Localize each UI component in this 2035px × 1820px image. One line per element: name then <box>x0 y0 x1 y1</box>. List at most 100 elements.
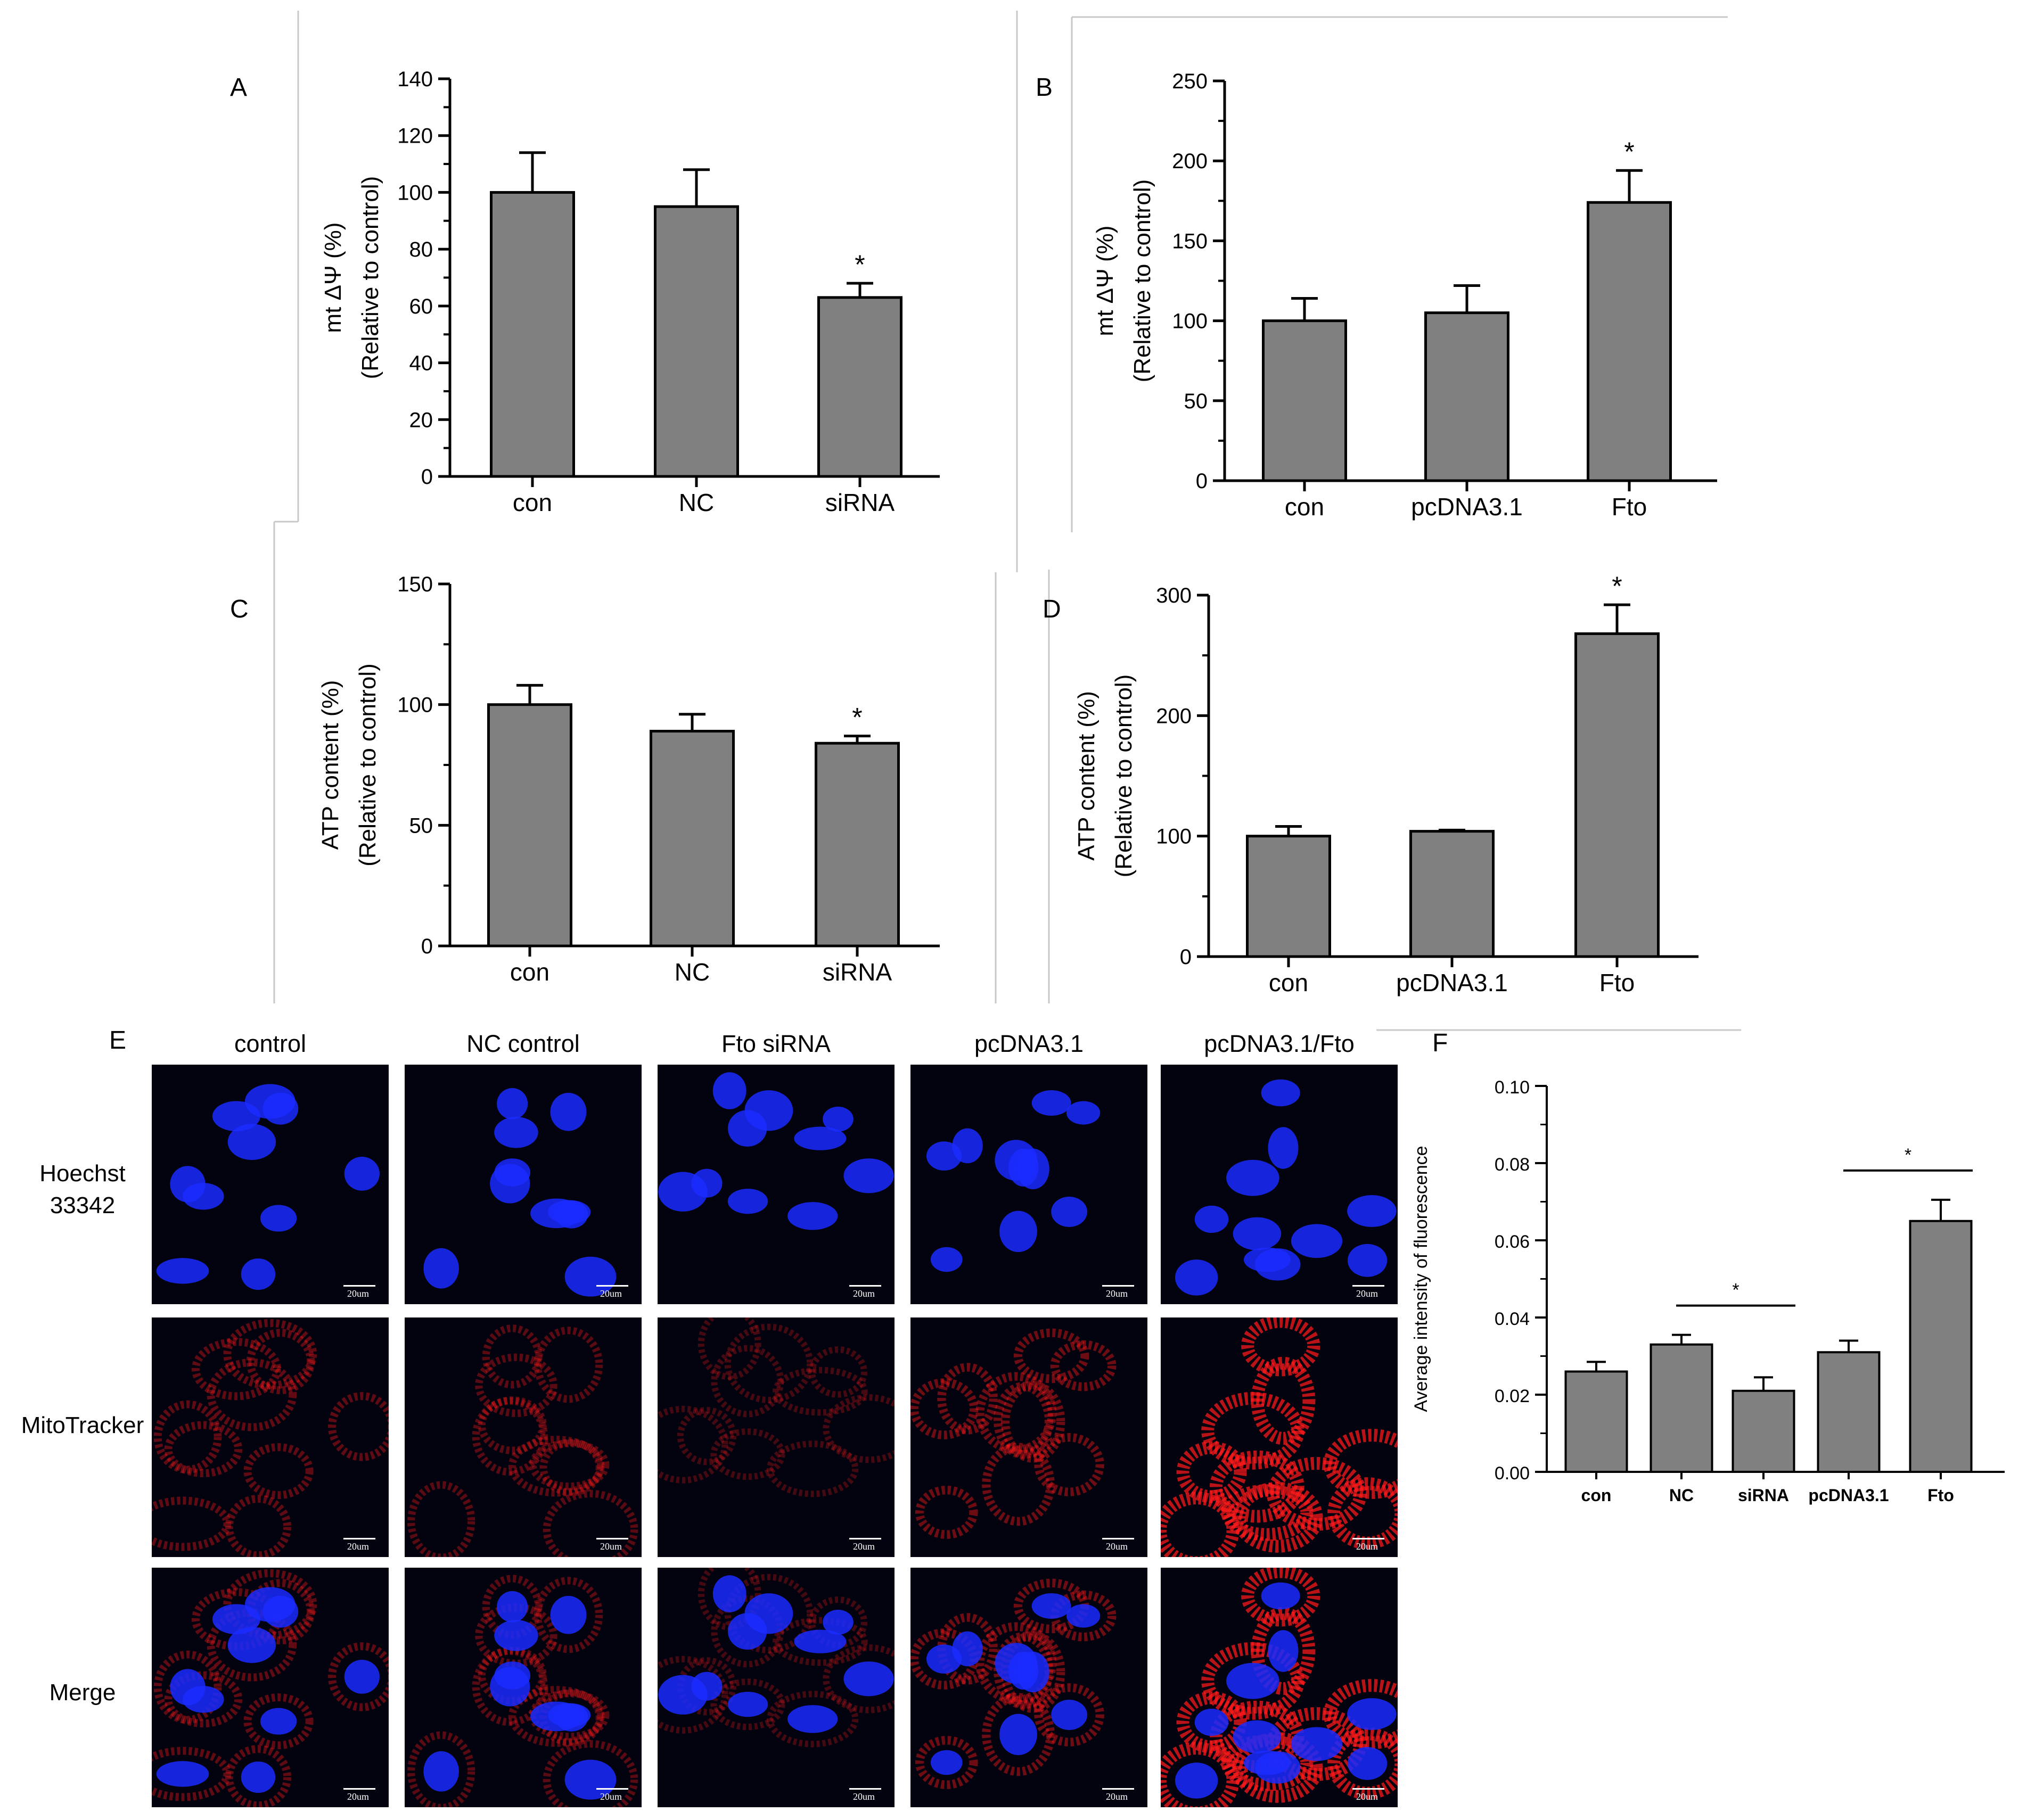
nucleus <box>1233 1720 1282 1753</box>
y-axis-label-sub: (Relative to control) <box>1111 674 1137 877</box>
bar-con <box>1564 1370 1628 1473</box>
nucleus <box>1243 1750 1291 1775</box>
nucleus <box>794 1126 847 1150</box>
category-label: Fto <box>1927 1486 1954 1505</box>
scale-bar-label: 20um <box>1356 1288 1378 1299</box>
microscopy-cells <box>658 1568 895 1748</box>
microscopy-cells <box>910 1578 1117 1789</box>
mitochondria-signal <box>529 1439 610 1490</box>
nucleus <box>241 1761 276 1793</box>
microscopy-cells <box>910 1328 1117 1539</box>
category-label: siRNA <box>825 489 895 516</box>
microscopy-cells <box>1161 1317 1398 1557</box>
nucleus <box>547 1703 591 1727</box>
scale-bar-label: 20um <box>600 1541 622 1552</box>
mitochondria-signal <box>472 1647 548 1726</box>
nucleus <box>999 1714 1037 1756</box>
microscopy-cells <box>1175 1079 1397 1296</box>
microscopy-image: 20um <box>152 1317 389 1557</box>
mitochondria-signal <box>772 1617 868 1666</box>
nucleus <box>156 1258 209 1284</box>
y-tick-label: 120 <box>397 125 433 148</box>
y-tick-label: 40 <box>409 352 433 375</box>
y-tick-label: 150 <box>1172 229 1208 253</box>
y-tick-label: 0.02 <box>1495 1386 1530 1406</box>
scale-bar <box>596 1538 628 1539</box>
column-label: control <box>234 1030 307 1057</box>
significance-star: * <box>852 703 862 732</box>
nucleus <box>494 1117 538 1148</box>
mitochondria-signal <box>724 1323 814 1403</box>
mitochondria-signal <box>1251 1356 1316 1445</box>
y-tick-label: 0.04 <box>1495 1309 1530 1329</box>
microscopy-image: 20um <box>152 1065 389 1304</box>
bar-siRNA <box>1732 1389 1795 1473</box>
microscopy-image: 20um <box>658 1317 895 1557</box>
row-label: Hoechst 33342 <box>39 1160 126 1218</box>
nucleus <box>1031 1593 1071 1619</box>
category-label: pcDNA3.1 <box>1808 1486 1889 1505</box>
bar-siRNA <box>815 742 900 948</box>
nucleus <box>564 1256 617 1297</box>
microscopy-image: 20um <box>910 1317 1147 1557</box>
y-tick-label: 100 <box>1156 825 1192 849</box>
scale-bar <box>849 1538 881 1539</box>
category-label: NC <box>675 958 710 986</box>
mitochondria-signal <box>407 1481 475 1557</box>
y-tick-label: 20 <box>409 408 433 432</box>
nucleus <box>787 1202 838 1230</box>
nucleus <box>1066 1101 1101 1125</box>
chart-f: 0.00 0.02 0.04 0.06 0.08 0.10 con NC siRNA pcDNA3… <box>1411 1077 2005 1505</box>
category-label: siRNA <box>1738 1486 1789 1505</box>
chart-d: 0 100 200 300 con pcDNA3.1 Fto * ATP content (%)… <box>1073 571 1698 997</box>
nucleus <box>227 1627 276 1663</box>
microscopy-cells <box>152 1569 389 1807</box>
y-tick-label: 0.06 <box>1495 1232 1530 1252</box>
nucleus <box>550 1092 587 1131</box>
microscopy-image: 20um <box>152 1568 389 1807</box>
nucleus <box>1051 1197 1087 1227</box>
nucleus <box>494 1661 531 1690</box>
significance-star: * <box>855 250 865 279</box>
nucleus <box>241 1258 276 1290</box>
nucleus <box>1261 1582 1300 1610</box>
nucleus <box>1031 1090 1071 1116</box>
bar-NC <box>650 730 735 948</box>
nucleus <box>212 1101 260 1132</box>
scale-bar-label: 20um <box>1356 1541 1378 1552</box>
scale-bar <box>1352 1538 1384 1539</box>
mitochondria-signal <box>191 1338 281 1401</box>
y-tick-label: 0 <box>421 935 433 958</box>
microscopy-cells <box>156 1084 380 1290</box>
y-tick-label: 200 <box>1156 704 1192 728</box>
bar-con <box>487 703 572 948</box>
mitochondria-signal <box>152 1496 232 1551</box>
mitochondria-signal <box>1327 1477 1398 1550</box>
mitochondria-signal <box>823 1394 895 1463</box>
scale-bar <box>343 1788 375 1790</box>
nucleus <box>1268 1127 1299 1169</box>
mitochondria-signal <box>223 1319 317 1390</box>
mitochondria-signal <box>1323 1679 1398 1749</box>
nucleus <box>1194 1708 1229 1736</box>
microscopy-cells <box>407 1575 638 1807</box>
y-tick-label: 50 <box>1184 390 1208 413</box>
y-tick-label: 300 <box>1156 584 1192 607</box>
mitochondria-signal <box>724 1574 814 1653</box>
scale-bar-label: 20um <box>1106 1541 1128 1552</box>
microscopy-image: 20um <box>405 1317 642 1557</box>
category-label: NC <box>1669 1486 1694 1505</box>
mitochondria-signal <box>508 1436 605 1497</box>
mitochondria-signal <box>543 1740 638 1807</box>
panel-letter-c: C <box>230 595 249 623</box>
nucleus <box>550 1595 587 1634</box>
scale-bar-label: 20um <box>1106 1288 1128 1299</box>
bar-con <box>1246 835 1331 958</box>
mitochondria-signal <box>915 1486 978 1539</box>
nucleus <box>1226 1662 1279 1699</box>
y-tick-label: 200 <box>1172 150 1208 173</box>
scale-bar-label: 20um <box>1106 1791 1128 1802</box>
mitochondria-signal <box>1034 1433 1104 1496</box>
microscopy-cells <box>423 1088 617 1297</box>
mitochondria-signal <box>246 1329 315 1395</box>
